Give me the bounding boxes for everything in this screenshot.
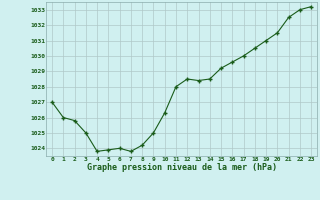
X-axis label: Graphe pression niveau de la mer (hPa): Graphe pression niveau de la mer (hPa) [87,163,276,172]
